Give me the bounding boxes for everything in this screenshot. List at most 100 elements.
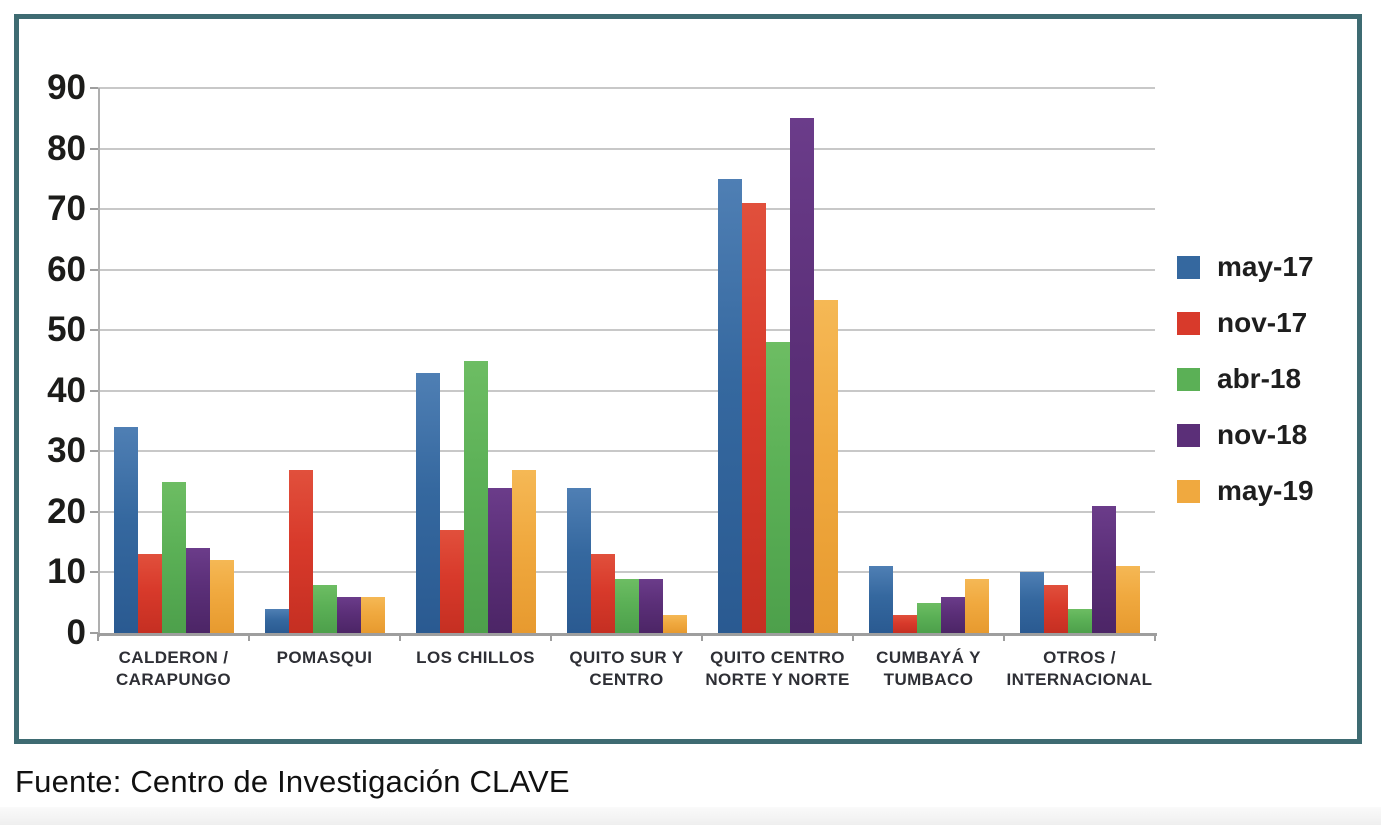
y-axis-tick [90, 147, 98, 150]
bar-abr-18-6 [916, 602, 941, 633]
category-label-line: TUMBACO [883, 670, 974, 689]
bar-nov-17-2 [288, 469, 313, 633]
category-label: POMASQUI [239, 647, 410, 669]
x-axis-tick [248, 633, 250, 641]
x-axis-tick [550, 633, 552, 641]
x-axis-tick [1154, 633, 1156, 641]
category-label-line: OTROS / [1043, 648, 1116, 667]
category-label-line: CENTRO [589, 670, 664, 689]
gridline [98, 510, 1155, 513]
bar-may-19-2 [360, 596, 385, 633]
bar-nov-18-7 [1091, 505, 1116, 633]
y-axis-tick-label: 30 [47, 431, 86, 471]
y-axis-tick-label: 50 [47, 310, 86, 350]
x-axis-tick [399, 633, 401, 641]
y-axis-tick [90, 329, 98, 332]
y-axis-tick-label: 0 [66, 613, 86, 652]
legend-label: may-19 [1217, 475, 1314, 506]
legend-item-may-19: may-19 [1177, 475, 1314, 507]
x-axis-tick [97, 633, 99, 641]
legend-swatch-icon [1177, 423, 1200, 447]
bar-nov-18-1 [185, 548, 210, 633]
legend-swatch-icon [1177, 311, 1200, 335]
bar-nov-17-5 [741, 203, 766, 633]
x-axis-tick [852, 633, 854, 641]
y-axis-tick [90, 208, 98, 211]
category-label-line: POMASQUI [276, 648, 373, 667]
gridline [98, 147, 1155, 150]
legend-item-may-17: may-17 [1177, 251, 1314, 283]
category-label-line: LOS CHILLOS [416, 648, 535, 667]
bar-nov-17-1 [137, 554, 162, 633]
bar-nov-17-7 [1043, 584, 1068, 633]
y-axis-tick-label: 70 [47, 189, 86, 229]
bar-abr-18-1 [161, 481, 186, 633]
bar-abr-18-5 [765, 342, 790, 633]
bar-abr-18-2 [312, 584, 337, 633]
gridline [98, 208, 1155, 211]
bar-nov-18-6 [940, 596, 965, 633]
bar-may-19-4 [662, 614, 687, 633]
category-label: QUITO CENTRO NORTE Y NORTE [692, 647, 863, 691]
legend-label: may-17 [1217, 251, 1314, 282]
y-axis-tick [90, 571, 98, 574]
bar-may-17-7 [1019, 572, 1044, 633]
bar-may-19-1 [209, 560, 234, 633]
category-label-line: QUITO CENTRO [710, 648, 845, 667]
bar-nov-17-6 [892, 614, 917, 633]
y-axis-tick-label: 20 [47, 491, 86, 531]
y-axis-tick [90, 87, 98, 89]
legend-swatch-icon [1177, 479, 1200, 503]
y-axis-tick [90, 268, 98, 271]
gridline [98, 87, 1155, 89]
bar-nov-18-5 [789, 118, 814, 633]
legend-swatch-icon [1177, 367, 1200, 391]
bar-may-17-2 [264, 608, 289, 633]
category-label-line: CUMBAYÁ Y [876, 648, 981, 667]
bar-may-17-1 [113, 427, 138, 633]
bar-nov-17-3 [439, 530, 464, 633]
y-axis-tick-label: 10 [47, 552, 86, 592]
legend-item-abr-18: abr-18 [1177, 363, 1301, 395]
category-label-line: NORTE Y NORTE [705, 670, 850, 689]
bar-may-19-5 [813, 299, 838, 633]
y-axis-line [98, 88, 100, 637]
y-axis-tick [90, 510, 98, 513]
category-label: OTROS / INTERNACIONAL [994, 647, 1165, 691]
gridline [98, 450, 1155, 453]
bar-may-19-3 [511, 469, 536, 633]
y-axis-tick-label: 90 [47, 68, 86, 107]
bar-may-19-6 [964, 578, 989, 633]
bar-abr-18-4 [614, 578, 639, 633]
plot-area: 0 10 20 30 40 50 60 70 80 90 CALDERON / CARAPUNGO PO… [19, 19, 1357, 739]
bar-nov-18-4 [638, 578, 663, 633]
category-label: CALDERON / CARAPUNGO [88, 647, 259, 691]
y-axis-tick [90, 450, 98, 453]
bottom-band [0, 807, 1381, 825]
y-axis-tick-label: 40 [47, 370, 86, 410]
category-label-line: CALDERON / [118, 648, 229, 667]
legend-item-nov-17: nov-17 [1177, 307, 1307, 339]
gridline [98, 329, 1155, 332]
y-axis-tick-label: 60 [47, 249, 86, 289]
category-label-line: QUITO SUR Y [569, 648, 684, 667]
category-label: QUITO SUR Y CENTRO [541, 647, 712, 691]
gridline [98, 268, 1155, 271]
gridline [98, 571, 1155, 574]
bar-abr-18-7 [1067, 608, 1092, 633]
category-label: CUMBAYÁ Y TUMBACO [843, 647, 1014, 691]
y-axis-tick-label: 80 [47, 128, 86, 168]
bar-may-17-5 [717, 178, 742, 633]
bar-nov-18-3 [487, 487, 512, 633]
legend-item-nov-18: nov-18 [1177, 419, 1307, 451]
bar-may-19-7 [1115, 566, 1140, 633]
category-label-line: CARAPUNGO [115, 670, 232, 689]
y-axis-tick [90, 632, 98, 634]
bar-abr-18-3 [463, 360, 488, 633]
x-axis-line [98, 633, 1157, 636]
bar-nov-17-4 [590, 554, 615, 633]
bar-may-17-3 [415, 372, 440, 633]
legend-label: abr-18 [1217, 363, 1302, 394]
bar-may-17-6 [868, 566, 893, 633]
